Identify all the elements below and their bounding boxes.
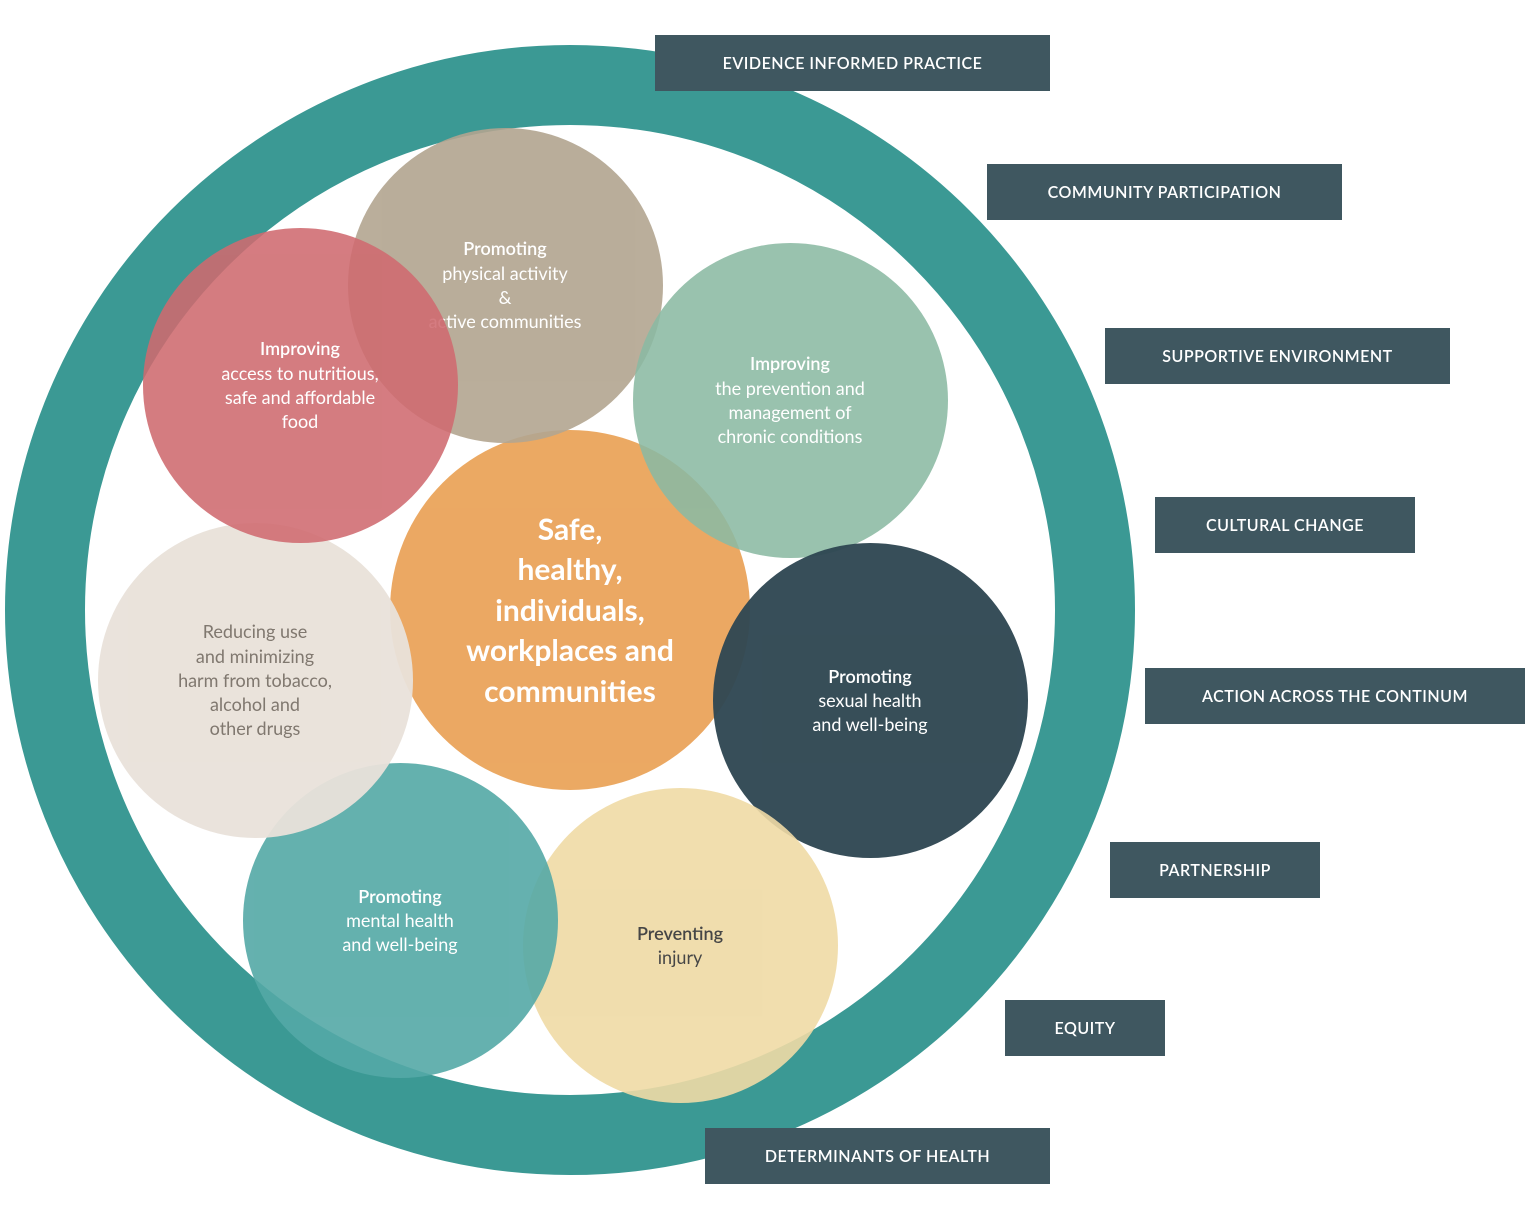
petal-sexual-health-label: Promoting sexual health and well-being bbox=[812, 664, 927, 737]
petal-mental-health-label: Promoting mental health and well-being bbox=[342, 884, 457, 957]
tag-evidence-informed-practice-label: EVIDENCE INFORMED PRACTICE bbox=[723, 54, 983, 73]
tag-cultural-change-label: CULTURAL CHANGE bbox=[1206, 516, 1364, 535]
petal-preventing-injury-label: Preventing injury bbox=[637, 921, 723, 970]
petal-chronic-conditions: Improving the prevention and management … bbox=[633, 243, 948, 558]
tag-equity: EQUITY bbox=[1005, 1000, 1165, 1056]
tag-supportive-environment: SUPPORTIVE ENVIRONMENT bbox=[1105, 328, 1450, 384]
diagram-stage: Promoting physical activity & active com… bbox=[0, 0, 1527, 1230]
petal-tobacco-alcohol-drugs-label: Reducing use and minimizing harm from to… bbox=[178, 619, 332, 740]
petal-chronic-conditions-label: Improving the prevention and management … bbox=[715, 351, 865, 448]
tag-equity-label: EQUITY bbox=[1055, 1019, 1116, 1038]
tag-supportive-environment-label: SUPPORTIVE ENVIRONMENT bbox=[1162, 347, 1392, 366]
petal-nutritious-food: Improving access to nutritious, safe and… bbox=[143, 228, 458, 543]
petal-nutritious-food-label: Improving access to nutritious, safe and… bbox=[221, 336, 378, 433]
tag-determinants-of-health: DETERMINANTS OF HEALTH bbox=[705, 1128, 1050, 1184]
petal-preventing-injury: Preventing injury bbox=[523, 788, 838, 1103]
tag-community-participation-label: COMMUNITY PARTICIPATION bbox=[1048, 183, 1282, 202]
petal-tobacco-alcohol-drugs: Reducing use and minimizing harm from to… bbox=[98, 523, 413, 838]
tag-community-participation: COMMUNITY PARTICIPATION bbox=[987, 164, 1342, 220]
petal-physical-activity-label: Promoting physical activity & active com… bbox=[429, 236, 582, 333]
center-circle-label: Safe, healthy, individuals, workplaces a… bbox=[466, 509, 674, 712]
tag-evidence-informed-practice: EVIDENCE INFORMED PRACTICE bbox=[655, 35, 1050, 91]
tag-action-across-continuum-label: ACTION ACROSS THE CONTINUM bbox=[1202, 687, 1468, 706]
tag-determinants-of-health-label: DETERMINANTS OF HEALTH bbox=[765, 1147, 990, 1166]
tag-partnership-label: PARTNERSHIP bbox=[1159, 861, 1271, 880]
tag-cultural-change: CULTURAL CHANGE bbox=[1155, 497, 1415, 553]
tag-action-across-continuum: ACTION ACROSS THE CONTINUM bbox=[1145, 668, 1525, 724]
tag-partnership: PARTNERSHIP bbox=[1110, 842, 1320, 898]
